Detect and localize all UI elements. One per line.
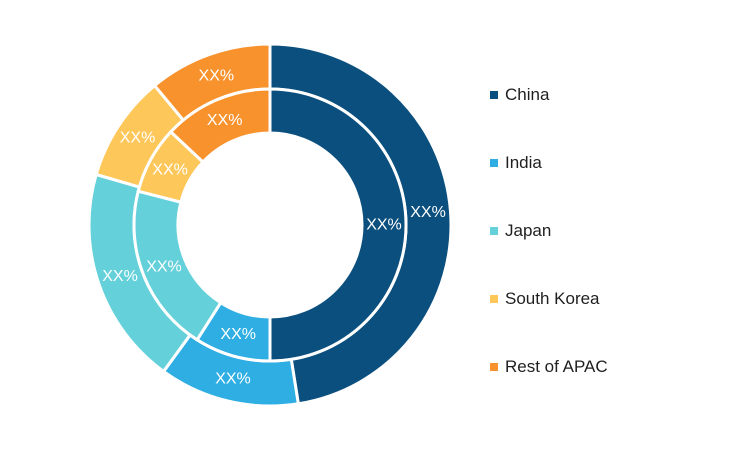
- legend-label-rest-of-apac: Rest of APAC: [505, 357, 608, 376]
- legend-label-south-korea: South Korea: [505, 289, 600, 308]
- legend-item-south-korea: South Korea: [490, 282, 608, 316]
- outer-label-china: XX%: [410, 204, 446, 221]
- outer-label-india: XX%: [215, 371, 251, 388]
- legend-item-india: India: [490, 146, 608, 180]
- inner-label-japan: XX%: [146, 258, 182, 275]
- legend: China India Japan South Korea Rest of AP…: [490, 78, 608, 418]
- legend-swatch-china: [490, 91, 498, 99]
- inner-slice-china: [268, 87, 408, 363]
- legend-swatch-south-korea: [490, 295, 498, 303]
- legend-swatch-india: [490, 159, 498, 167]
- outer-label-japan: XX%: [102, 268, 138, 285]
- legend-swatch-japan: [490, 227, 498, 235]
- legend-swatch-rest-of-apac: [490, 363, 498, 371]
- legend-label-india: India: [505, 153, 542, 172]
- inner-label-rest-of-apac: XX%: [207, 112, 243, 129]
- legend-label-japan: Japan: [505, 221, 552, 240]
- legend-label-china: China: [505, 85, 550, 104]
- legend-item-rest-of-apac: Rest of APAC: [490, 350, 608, 384]
- inner-label-south-korea: XX%: [152, 162, 188, 179]
- outer-label-rest-of-apac: XX%: [199, 67, 235, 84]
- inner-slice-rest-of-apac: [168, 87, 272, 165]
- legend-item-japan: Japan: [490, 214, 608, 248]
- inner-label-india: XX%: [220, 326, 256, 343]
- outer-label-south-korea: XX%: [120, 129, 156, 146]
- inner-label-china: XX%: [366, 217, 402, 234]
- legend-item-china: China: [490, 78, 608, 112]
